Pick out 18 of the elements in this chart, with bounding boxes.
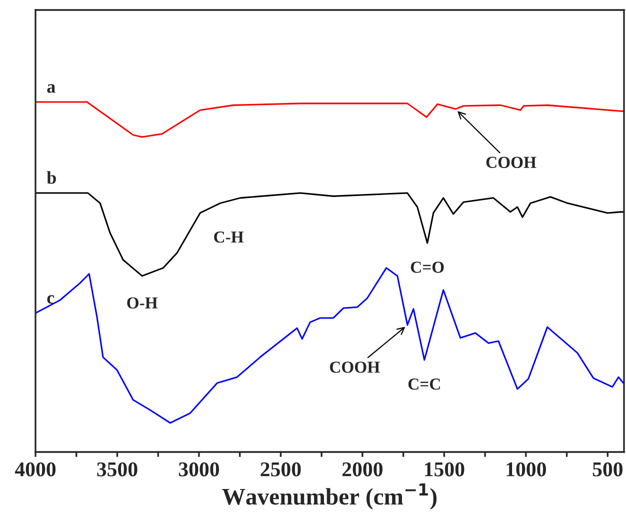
x-tick-label: 2500 <box>260 462 301 476</box>
annotation: C=O <box>410 262 444 273</box>
series-label: c <box>47 295 54 304</box>
x-tick-label: 1500 <box>425 462 464 476</box>
x-tick-label: 3000 <box>178 462 220 476</box>
annotation: C=C <box>408 378 440 390</box>
x-tick-label: 1000 <box>506 462 546 476</box>
x-tick-label: 3500 <box>97 462 138 476</box>
x-axis-title: Wavenumber (cm$^{−1}$) <box>222 483 437 510</box>
x-tick-label: 4000 <box>14 462 56 476</box>
annotation: O-H <box>127 297 158 309</box>
series-label: b <box>46 171 56 184</box>
annotation: C-H <box>214 231 244 243</box>
series-label: a <box>47 84 56 93</box>
x-tick-label: 2000 <box>342 462 382 476</box>
annotation: COOH <box>486 156 536 168</box>
annotation: COOH <box>330 362 380 373</box>
x-tick-label: 500 <box>592 462 622 476</box>
